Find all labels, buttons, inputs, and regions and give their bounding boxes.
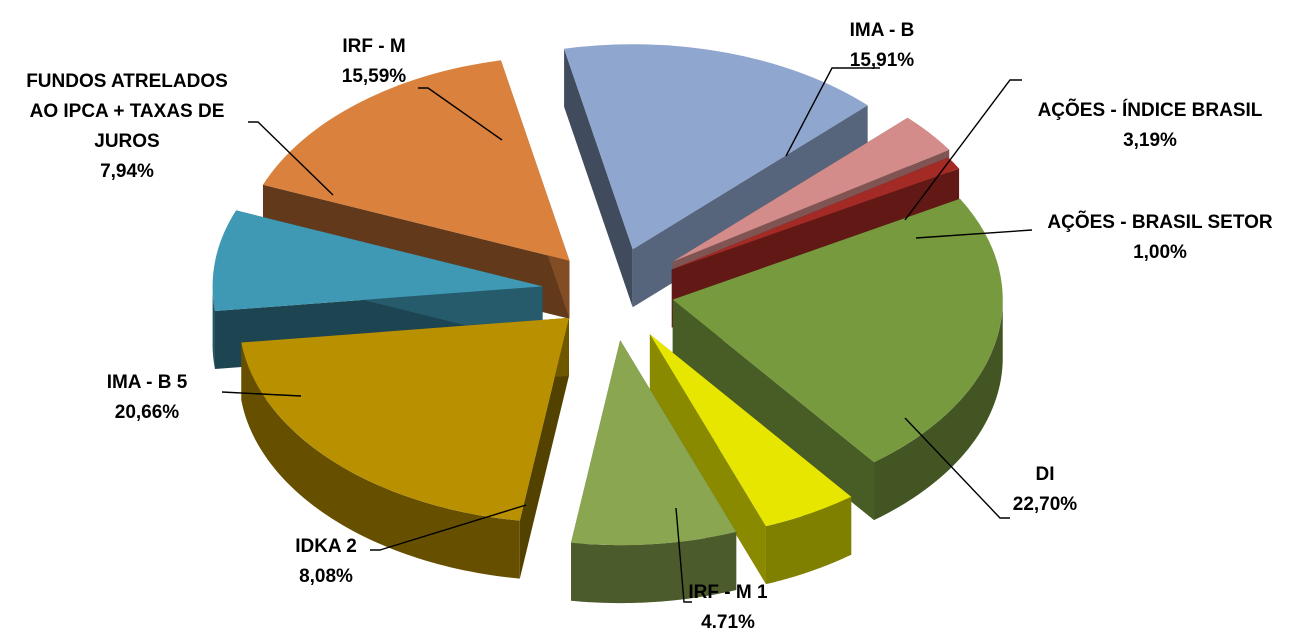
slice-wall-7-0 <box>212 283 215 369</box>
slice-label-name-line: FUNDOS ATRELADOS <box>26 71 228 92</box>
slice-idka-2 <box>571 340 737 546</box>
labels-layer: IMA - B 15,91%AÇÕES - ÍNDICE BRASIL 3,19%A… <box>26 20 1273 628</box>
slice-ima-b-5 <box>241 317 569 521</box>
slice-label-name: AÇÕES - BRASIL SETOR <box>1047 211 1272 233</box>
slice-fundos-atrelados-ao-ipca-taxas-de-juros <box>212 210 543 311</box>
slice-label: IDKA 2 8,08% <box>295 536 357 587</box>
slice-a-es-brasil-setor <box>671 157 960 270</box>
slice-side-4-1 <box>649 334 766 585</box>
slice-label-name: AÇÕES - ÍNDICE BRASIL <box>1038 99 1263 121</box>
slice-label-value: 4,71% <box>701 612 755 628</box>
slice-label: DI 22,70% <box>1013 464 1078 515</box>
slice-label-value: 8,08% <box>299 566 353 587</box>
slice-ima-b <box>564 44 868 250</box>
slice-label-value: 15,59% <box>342 66 407 87</box>
slice-wall-5-0 <box>571 532 737 604</box>
slice-side-0-0 <box>564 48 633 308</box>
slice-label-name-line: JUROS <box>94 131 159 152</box>
slice-label: FUNDOS ATRELADOS AO IPCA + TAXAS DE JUROS 7… <box>26 71 228 182</box>
leader-lines-layer <box>221 67 1033 603</box>
slice-label-name-line: AO IPCA + TAXAS DE <box>30 101 225 122</box>
slice-wall-3-0 <box>874 296 1003 521</box>
leader-line <box>248 121 334 196</box>
slice-side-3-1 <box>672 299 875 521</box>
leader-line <box>418 87 503 141</box>
slice-label: IMA - B 15,91% <box>850 20 915 71</box>
slice-label: IRF - M 15,59% <box>342 36 407 87</box>
slice-label-value: 15,91% <box>850 50 915 71</box>
slice-label-name: IMA - B <box>850 20 915 41</box>
leader-line <box>370 504 527 551</box>
slice-di <box>672 198 1003 463</box>
slice-a-es-ndice-brasil <box>672 117 950 262</box>
slice-label-name: IRF - M 1 <box>688 582 768 603</box>
slice-side-6-0 <box>519 317 569 579</box>
slice-label: IRF - M 1 4,71% <box>688 582 768 628</box>
slice-label-value: 3,19% <box>1123 130 1177 151</box>
slice-irf-m <box>262 60 570 261</box>
slice-label-value: 1,00% <box>1133 242 1187 263</box>
leader-line <box>904 79 1022 221</box>
slice-irf-m-1 <box>649 334 852 527</box>
slice-label: AÇÕES - ÍNDICE BRASIL 3,19% <box>1038 99 1263 151</box>
leader-line <box>904 417 1010 519</box>
slice-wall-4-0 <box>765 496 852 585</box>
leader-line <box>221 391 302 397</box>
leader-line <box>785 67 880 157</box>
slice-label: AÇÕES - BRASIL SETOR 1,00% <box>1047 211 1272 263</box>
slice-label-name: IMA - B 5 <box>107 372 188 393</box>
slice-label-name: IDKA 2 <box>295 536 357 557</box>
slice-label-value: 20,66% <box>115 402 180 423</box>
slice-label-name: IRF - M <box>342 36 405 57</box>
slice-tops-layer <box>212 44 1003 546</box>
slice-label-value: 22,70% <box>1013 494 1078 515</box>
slice-wall-6-0 <box>241 342 520 579</box>
slice-label: IMA - B 5 20,66% <box>107 372 188 423</box>
slice-label-value: 7,94% <box>100 161 154 182</box>
leader-line <box>675 507 692 603</box>
leader-line <box>915 229 1033 239</box>
slice-label-name: DI <box>1036 464 1055 485</box>
